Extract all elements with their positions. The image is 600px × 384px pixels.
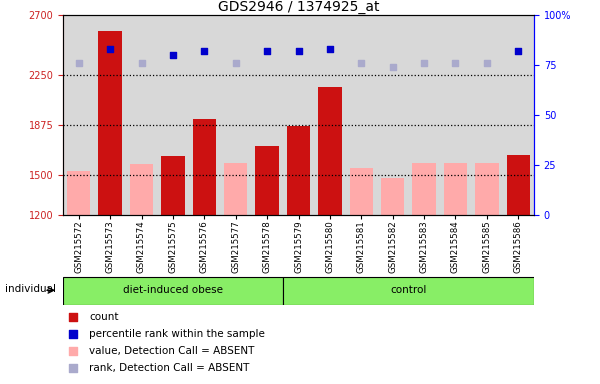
Bar <box>283 15 314 215</box>
Bar <box>440 15 471 215</box>
Bar <box>506 155 530 215</box>
Bar <box>318 87 341 215</box>
Bar <box>287 126 310 215</box>
Bar <box>256 146 279 215</box>
Point <box>262 48 272 55</box>
Point <box>356 60 366 66</box>
Bar <box>381 178 404 215</box>
Bar <box>126 15 157 215</box>
Text: value, Detection Call = ABSENT: value, Detection Call = ABSENT <box>89 346 254 356</box>
Point <box>68 314 78 320</box>
Bar <box>251 15 283 215</box>
Bar <box>63 15 94 215</box>
Bar <box>314 15 346 215</box>
Text: control: control <box>390 285 427 295</box>
Point <box>419 60 429 66</box>
Point <box>482 60 492 66</box>
Point <box>68 331 78 337</box>
Bar <box>377 15 409 215</box>
Text: count: count <box>89 312 119 322</box>
Point <box>451 60 460 66</box>
Bar <box>130 164 153 215</box>
Bar <box>94 15 126 215</box>
Bar <box>220 15 251 215</box>
Point <box>68 348 78 354</box>
Bar <box>224 163 247 215</box>
Point <box>388 64 397 70</box>
Bar <box>157 15 188 215</box>
Point <box>168 52 178 58</box>
Point <box>68 365 78 371</box>
Bar <box>409 15 440 215</box>
Bar <box>475 163 499 215</box>
Bar <box>444 163 467 215</box>
Point <box>325 46 335 52</box>
Bar <box>98 31 122 215</box>
Bar <box>412 163 436 215</box>
FancyBboxPatch shape <box>283 277 534 305</box>
Bar <box>188 15 220 215</box>
Point <box>294 48 304 55</box>
Point <box>74 60 83 66</box>
FancyBboxPatch shape <box>63 277 283 305</box>
Bar <box>67 171 91 215</box>
Bar <box>471 15 503 215</box>
Point <box>106 46 115 52</box>
Point <box>137 60 146 66</box>
Bar <box>193 119 216 215</box>
Bar <box>350 169 373 215</box>
Text: diet-induced obese: diet-induced obese <box>123 285 223 295</box>
Text: rank, Detection Call = ABSENT: rank, Detection Call = ABSENT <box>89 363 250 373</box>
Point <box>199 48 209 55</box>
Bar <box>503 15 534 215</box>
Text: individual: individual <box>5 285 56 295</box>
Text: percentile rank within the sample: percentile rank within the sample <box>89 329 265 339</box>
Point <box>231 60 241 66</box>
Point <box>514 48 523 55</box>
Bar <box>161 156 185 215</box>
Bar <box>346 15 377 215</box>
Title: GDS2946 / 1374925_at: GDS2946 / 1374925_at <box>218 0 379 14</box>
